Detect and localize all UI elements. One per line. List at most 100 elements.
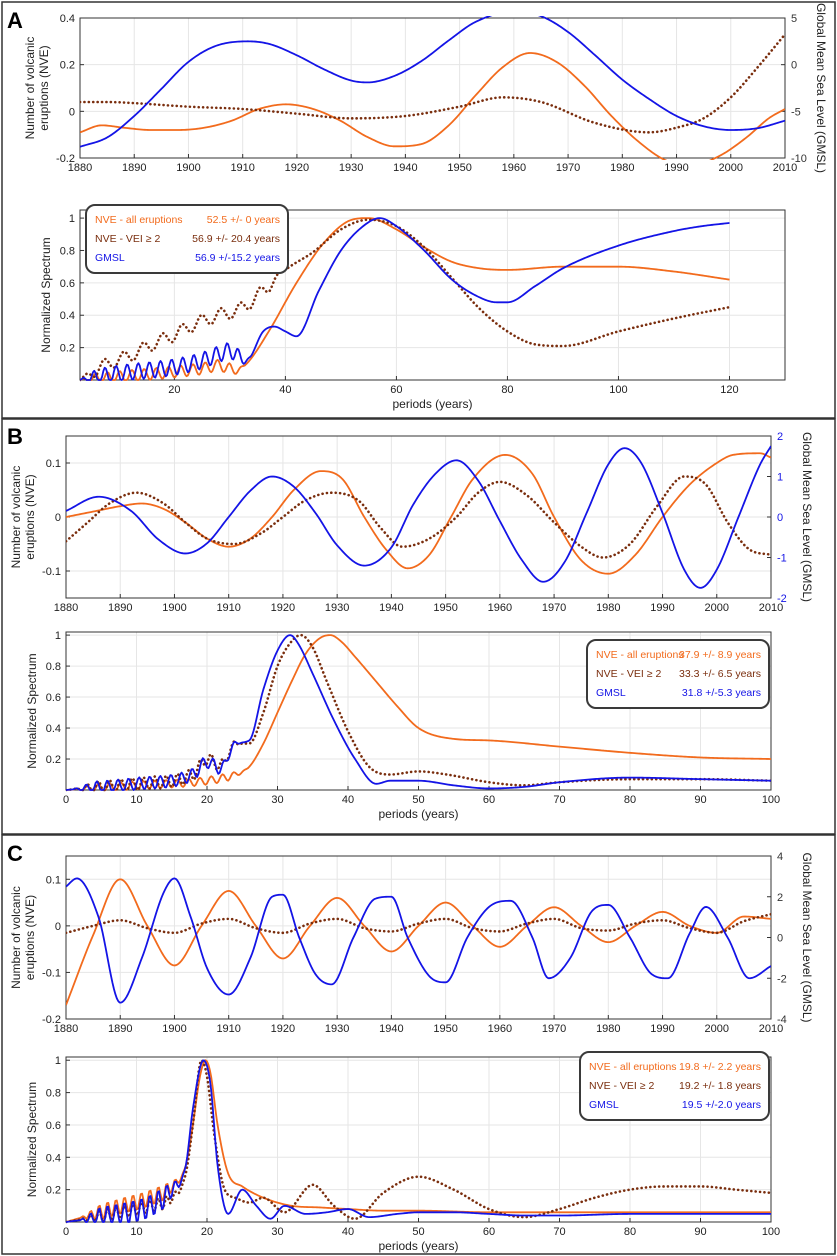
legend: NVE - all eruptions 52.5 +/- 0 years NVE -… <box>85 204 289 274</box>
panel-frame-C <box>1 834 836 1255</box>
series-line-gmsl <box>66 634 771 791</box>
x-tick-label: 1900 <box>162 1023 186 1035</box>
series-line-gmsl <box>66 1059 771 1223</box>
x-tick-label: 30 <box>271 794 283 806</box>
x-tick-label: 1960 <box>502 162 526 174</box>
x-tick-label: 40 <box>279 384 291 396</box>
x-tick-label: 20 <box>201 1226 213 1238</box>
x-tick-label: 1950 <box>447 162 471 174</box>
y-axis-label-line1: Number of volcanic <box>9 886 23 989</box>
legend-value: 52.5 +/- 0 years <box>207 214 280 226</box>
x-tick-label: 1940 <box>379 1023 403 1035</box>
x-tick-label: 20 <box>168 384 180 396</box>
legend-value: 33.3 +/- 6.5 years <box>679 668 761 680</box>
y-tick-label: 1 <box>69 213 75 225</box>
y-tick-label: 0.6 <box>46 1120 61 1132</box>
series-line-nve-vei-2 <box>80 33 785 134</box>
legend-value: 31.8 +/-5.3 years <box>682 687 761 699</box>
series-line-nve-vei-2 <box>66 1058 771 1224</box>
x-tick-label: 1990 <box>650 1023 674 1035</box>
y-right-tick-label: -4 <box>777 1014 787 1026</box>
x-tick-label: 1890 <box>108 1023 132 1035</box>
y-right-tick-label: 2 <box>777 431 783 443</box>
y-tick-label: 0.4 <box>60 310 75 322</box>
y-tick-label: 1 <box>55 1055 61 1067</box>
y-right-axis-label: Global Mean Sea Level (GMSL) <box>800 852 814 1022</box>
x-tick-label: 2000 <box>719 162 743 174</box>
series-line-nve-vei-2 <box>80 218 731 382</box>
y-tick-label: 0.2 <box>46 1185 61 1197</box>
legend-value: 19.2 +/- 1.8 years <box>679 1080 761 1092</box>
x-tick-label: 1910 <box>216 1023 240 1035</box>
x-tick-label: 40 <box>342 794 354 806</box>
y-right-axis-label: Global Mean Sea Level (GMSL) <box>814 3 828 173</box>
y-right-tick-label: 0 <box>791 60 797 72</box>
x-tick-label: 1890 <box>122 162 146 174</box>
x-tick-label: 2000 <box>705 1023 729 1035</box>
y-tick-label: 0.1 <box>46 458 61 470</box>
y-tick-label: 0.8 <box>46 1088 61 1100</box>
x-tick-label: 20 <box>201 794 213 806</box>
y-right-tick-label: -5 <box>791 106 801 118</box>
y-right-tick-label: -2 <box>777 973 787 985</box>
series-line-gmsl <box>80 217 730 381</box>
legend-label-nve-vei: NVE - VEI ≥ 2 <box>95 233 160 245</box>
y-tick-label: 0.6 <box>60 278 75 290</box>
x-tick-label: 80 <box>501 384 513 396</box>
series-line-gmsl <box>66 877 771 1004</box>
y-right-tick-label: 0 <box>777 512 783 524</box>
x-tick-label: 1930 <box>325 1023 349 1035</box>
x-tick-label: 1910 <box>216 602 240 614</box>
legend-value: 19.5 +/-2.0 years <box>682 1099 761 1111</box>
x-tick-label: 1990 <box>650 602 674 614</box>
x-tick-label: 1950 <box>433 1023 457 1035</box>
y-tick-label: 0.4 <box>60 13 75 25</box>
x-tick-label: 70 <box>553 794 565 806</box>
chart-A-series: A 1880 1890 1900 1910 1920 1930 1940 1950 1960 197… <box>7 3 828 174</box>
x-axis-label: periods (years) <box>378 1239 458 1253</box>
x-tick-label: 0 <box>63 794 69 806</box>
legend-label-nve-all: NVE - all eruptions <box>596 649 684 661</box>
x-tick-label: 30 <box>271 1226 283 1238</box>
x-tick-label: 90 <box>694 794 706 806</box>
legend-label-gmsl: GMSL <box>95 252 125 264</box>
series-line-nve-vei-2 <box>66 475 771 559</box>
chart-C-spectrum: 0 10 20 30 40 50 60 70 80 90 100 0.2 0.4 0.6 0.8 1 perio… <box>25 1051 780 1253</box>
y-tick-label: 0.1 <box>46 874 61 886</box>
x-tick-label: 2010 <box>759 1023 783 1035</box>
x-tick-label: 1920 <box>271 602 295 614</box>
panel-frame-A <box>1 1 836 419</box>
x-tick-label: 1920 <box>285 162 309 174</box>
x-tick-label: 1970 <box>556 162 580 174</box>
y-right-axis-label: Global Mean Sea Level (GMSL) <box>800 432 814 602</box>
legend-label-nve-vei: NVE - VEI ≥ 2 <box>596 668 661 680</box>
x-tick-label: 2000 <box>705 602 729 614</box>
x-tick-label: 70 <box>553 1226 565 1238</box>
x-tick-label: 1960 <box>488 602 512 614</box>
x-tick-label: 1880 <box>54 1023 78 1035</box>
y-right-tick-label: -2 <box>777 593 787 605</box>
legend: NVE - all eruptions 19.8 +/- 2.2 years NVE… <box>579 1051 770 1121</box>
y-tick-label: 0.4 <box>46 1152 61 1164</box>
legend-value: 56.9 +/- 20.4 years <box>192 233 280 245</box>
panel-frame-B <box>1 418 836 835</box>
x-tick-label: 10 <box>130 1226 142 1238</box>
y-right-tick-label: 2 <box>777 892 783 904</box>
y-tick-label: -0.1 <box>42 967 61 979</box>
x-tick-label: 80 <box>624 1226 636 1238</box>
x-tick-label: 10 <box>130 794 142 806</box>
y-right-tick-label: -1 <box>777 553 787 565</box>
x-tick-label: 1880 <box>68 162 92 174</box>
axes-box <box>79 17 786 159</box>
x-tick-label: 40 <box>342 1226 354 1238</box>
legend-box <box>579 1051 770 1121</box>
series-line-nve-vei-2 <box>66 633 771 792</box>
y-axis-label: Normalized Spectrum <box>25 653 39 768</box>
series-line-nve-all-eruptions <box>80 52 785 160</box>
x-tick-label: 1970 <box>542 1023 566 1035</box>
y-tick-label: 0.6 <box>46 692 61 704</box>
y-tick-label: 1 <box>55 630 61 642</box>
plot-area <box>80 18 785 158</box>
x-tick-label: 60 <box>483 1226 495 1238</box>
y-tick-label: -0.2 <box>56 153 75 165</box>
